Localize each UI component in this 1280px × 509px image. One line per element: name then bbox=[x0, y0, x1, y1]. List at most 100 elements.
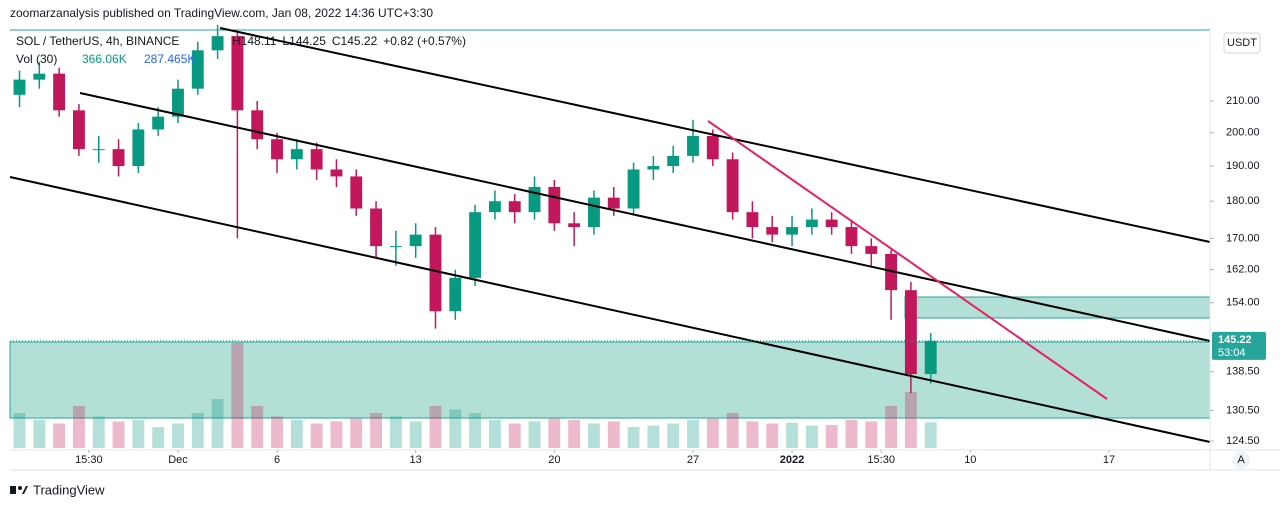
volume-bar bbox=[271, 416, 283, 448]
plot bbox=[13, 25, 937, 448]
volume-bar bbox=[409, 421, 422, 448]
volume-bar bbox=[746, 421, 759, 448]
volume-bar bbox=[370, 413, 383, 448]
candle-body bbox=[469, 212, 482, 278]
x-tick-label: 17 bbox=[1103, 454, 1115, 466]
y-tick-label: 162.00 bbox=[1226, 264, 1260, 276]
volume-bar bbox=[469, 413, 482, 448]
candle-body bbox=[231, 36, 244, 111]
volume-bar bbox=[568, 420, 581, 448]
volume-bar bbox=[251, 406, 264, 448]
volume-bar bbox=[786, 422, 798, 448]
trend-line bbox=[707, 120, 1108, 400]
candle-body bbox=[429, 234, 442, 312]
volume-value: 366.06K bbox=[82, 52, 127, 66]
y-tick-label: 180.00 bbox=[1226, 195, 1260, 207]
candle-body bbox=[112, 149, 125, 167]
volume-bar bbox=[627, 427, 640, 448]
candle-body bbox=[33, 73, 46, 80]
volume-ma-value: 287.465K bbox=[144, 52, 195, 66]
x-tick-label: 10 bbox=[964, 454, 976, 466]
candle-body bbox=[845, 227, 858, 247]
currency[interactable]: USDT bbox=[1227, 37, 1257, 49]
price-tag-label: 145.22 bbox=[1218, 334, 1252, 346]
volume-bar bbox=[766, 423, 779, 448]
volume-bar bbox=[72, 406, 85, 448]
candle-body bbox=[805, 219, 818, 228]
candle-body bbox=[726, 159, 739, 213]
candle-body bbox=[370, 208, 383, 247]
candle-body bbox=[13, 79, 26, 95]
volume-bar bbox=[885, 406, 898, 448]
auto-button[interactable] bbox=[1232, 451, 1250, 469]
volume-bar bbox=[706, 418, 719, 448]
brand: TradingView bbox=[33, 482, 105, 497]
legend-value: L144.25 bbox=[282, 34, 326, 48]
candle-body bbox=[350, 176, 363, 209]
volume-bar bbox=[92, 416, 105, 448]
candle-body bbox=[766, 227, 779, 235]
auto-label[interactable]: A bbox=[1237, 454, 1245, 466]
x-tick-label: 20 bbox=[548, 454, 560, 466]
y-tick-label: 138.50 bbox=[1226, 366, 1260, 378]
candle-body bbox=[72, 110, 85, 150]
price-axis bbox=[1210, 0, 1280, 475]
trend-line bbox=[9, 176, 1211, 443]
candle-body bbox=[667, 155, 680, 167]
candle-body bbox=[885, 253, 898, 291]
volume-bar bbox=[904, 392, 917, 448]
volume-bar bbox=[53, 423, 66, 448]
legend-value: C145.22 bbox=[332, 34, 378, 48]
candle-body bbox=[548, 186, 561, 224]
countdown: 53:04 bbox=[1218, 347, 1246, 359]
x-tick-label: 13 bbox=[410, 454, 422, 466]
currency-button[interactable] bbox=[1223, 32, 1261, 54]
volume-bar bbox=[726, 413, 739, 448]
candle-body bbox=[330, 169, 343, 177]
candle-body bbox=[687, 135, 699, 156]
x-tick-label: Dec bbox=[168, 454, 188, 466]
volume-bar bbox=[13, 413, 26, 448]
candle-body bbox=[251, 110, 264, 140]
x-tick-label: 2022 bbox=[780, 454, 804, 466]
volume-bar bbox=[548, 418, 561, 448]
candle-body bbox=[588, 197, 600, 228]
y-tick-label: 130.50 bbox=[1226, 404, 1260, 416]
candle-body bbox=[706, 135, 719, 160]
candle-body bbox=[271, 139, 283, 160]
candle-body bbox=[53, 73, 66, 111]
candle-body bbox=[310, 149, 323, 170]
legend-value: H148.11 bbox=[232, 34, 277, 48]
candle-body bbox=[746, 212, 759, 228]
volume-bar bbox=[132, 420, 145, 448]
logo bbox=[22, 486, 28, 494]
candle-body bbox=[607, 197, 620, 209]
y-tick-label: 190.00 bbox=[1226, 160, 1260, 172]
volume-bar bbox=[449, 409, 462, 448]
logo bbox=[18, 486, 22, 490]
volume-bar bbox=[825, 424, 838, 448]
volume-bar bbox=[350, 418, 363, 448]
symbol: SOL / TetherUS, 4h, BINANCE bbox=[16, 34, 179, 48]
volume-bar bbox=[924, 422, 937, 448]
volume-bar bbox=[389, 416, 402, 448]
volume-bar bbox=[687, 420, 699, 448]
volume-bar bbox=[152, 427, 165, 448]
candle-body bbox=[290, 149, 303, 160]
y-tick-label: 200.00 bbox=[1226, 127, 1260, 139]
header: zoomarzanalysis published on TradingView… bbox=[10, 6, 433, 20]
volume-bar bbox=[330, 421, 343, 448]
volume-bar bbox=[588, 423, 600, 448]
candle-body bbox=[865, 246, 878, 254]
candle-body bbox=[508, 201, 521, 213]
candle-body bbox=[568, 223, 581, 228]
candle-body bbox=[389, 246, 402, 248]
candle-body bbox=[904, 290, 917, 375]
candle-body bbox=[211, 36, 224, 51]
candle-body bbox=[528, 186, 541, 213]
candle-body bbox=[647, 166, 660, 170]
y-tick-label: 170.00 bbox=[1226, 232, 1260, 244]
candle-body bbox=[825, 219, 838, 228]
x-tick-label: 15:30 bbox=[867, 454, 895, 466]
